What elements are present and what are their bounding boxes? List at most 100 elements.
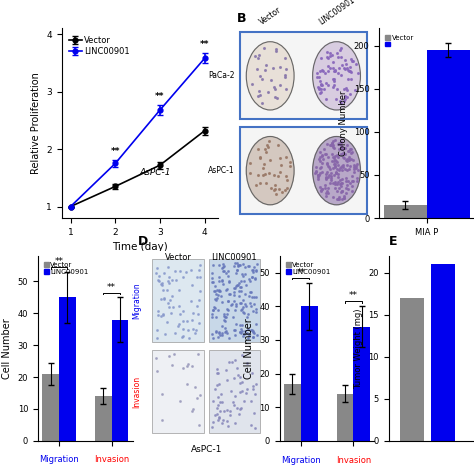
Point (322, 174, 330, 182)
Point (329, 64, 337, 72)
Point (322, 151, 329, 158)
Point (350, 165, 358, 173)
Point (325, 173, 332, 181)
Point (281, 187, 289, 194)
Point (231, 392, 239, 399)
Point (249, 385, 257, 393)
Point (265, 169, 273, 177)
Point (216, 286, 223, 293)
Point (239, 273, 247, 280)
Point (350, 161, 357, 169)
Point (334, 173, 341, 181)
Point (179, 326, 187, 333)
Point (332, 169, 339, 176)
Point (344, 157, 351, 165)
Point (317, 187, 324, 194)
Point (233, 282, 241, 289)
Point (324, 184, 331, 192)
Point (338, 144, 346, 152)
Point (336, 176, 344, 183)
Point (175, 302, 182, 310)
Point (185, 334, 192, 342)
Point (169, 361, 176, 369)
Point (324, 81, 331, 89)
Point (236, 410, 243, 418)
Point (256, 72, 264, 80)
Point (224, 306, 232, 314)
Point (246, 159, 254, 167)
Text: LINC00901: LINC00901 (211, 253, 257, 262)
Point (238, 327, 246, 335)
Point (210, 418, 217, 426)
Point (211, 411, 219, 419)
Point (228, 387, 235, 394)
Point (216, 380, 223, 387)
Point (188, 282, 196, 289)
Point (232, 300, 240, 308)
Point (331, 137, 338, 144)
Circle shape (246, 137, 294, 205)
Point (283, 176, 291, 184)
Y-axis label: Tumor Weight (mg): Tumor Weight (mg) (354, 308, 363, 389)
Point (195, 421, 202, 429)
Point (222, 313, 230, 321)
Point (212, 327, 219, 335)
Point (322, 150, 330, 158)
Point (246, 300, 254, 307)
Point (325, 171, 332, 179)
Point (230, 326, 237, 333)
Text: E: E (389, 235, 397, 247)
Point (341, 165, 348, 173)
Point (176, 397, 183, 404)
Point (353, 177, 360, 184)
Point (264, 141, 271, 149)
Point (270, 64, 277, 72)
Point (317, 164, 325, 171)
Point (271, 182, 279, 189)
Point (337, 182, 344, 190)
Point (340, 194, 348, 201)
Point (221, 328, 228, 336)
Point (260, 161, 268, 168)
Point (333, 85, 340, 92)
Point (328, 142, 336, 149)
Point (341, 145, 349, 152)
Point (344, 147, 351, 155)
Point (189, 407, 196, 414)
Point (350, 163, 358, 171)
Point (221, 318, 228, 325)
Point (226, 407, 233, 415)
Point (331, 163, 338, 171)
Point (339, 164, 346, 171)
Point (342, 174, 349, 182)
Point (317, 55, 325, 62)
Point (239, 308, 247, 315)
Point (245, 292, 253, 300)
Point (242, 389, 250, 396)
Point (339, 161, 346, 169)
Point (218, 391, 225, 398)
Point (324, 163, 332, 170)
Point (333, 196, 341, 203)
Point (330, 154, 338, 162)
Point (261, 145, 268, 153)
Point (346, 67, 354, 74)
Point (165, 352, 173, 360)
Point (217, 287, 224, 294)
Point (347, 155, 355, 163)
Point (271, 171, 278, 179)
Point (253, 381, 260, 388)
Point (238, 378, 246, 386)
Point (332, 160, 339, 167)
Point (249, 333, 256, 341)
Point (218, 292, 225, 300)
Point (282, 85, 290, 92)
Point (314, 176, 322, 183)
Point (340, 194, 347, 202)
Point (214, 291, 221, 299)
Point (329, 141, 337, 148)
Point (326, 165, 334, 173)
Point (246, 277, 254, 285)
Point (214, 369, 221, 376)
Point (218, 276, 226, 283)
